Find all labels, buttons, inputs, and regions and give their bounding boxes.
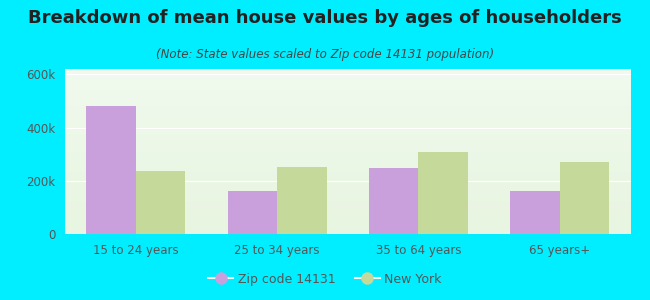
Text: Breakdown of mean house values by ages of householders: Breakdown of mean house values by ages o… [28, 9, 622, 27]
Bar [510, 190, 560, 234]
Bar [369, 168, 419, 234]
Bar [277, 167, 326, 234]
Bar [227, 191, 277, 234]
Bar [86, 106, 136, 234]
Bar [560, 162, 609, 234]
Text: (Note: State values scaled to Zip code 14131 population): (Note: State values scaled to Zip code 1… [156, 48, 494, 61]
Bar [136, 171, 185, 234]
Legend: Zip code 14131, New York: Zip code 14131, New York [203, 268, 447, 291]
Bar [419, 152, 468, 234]
